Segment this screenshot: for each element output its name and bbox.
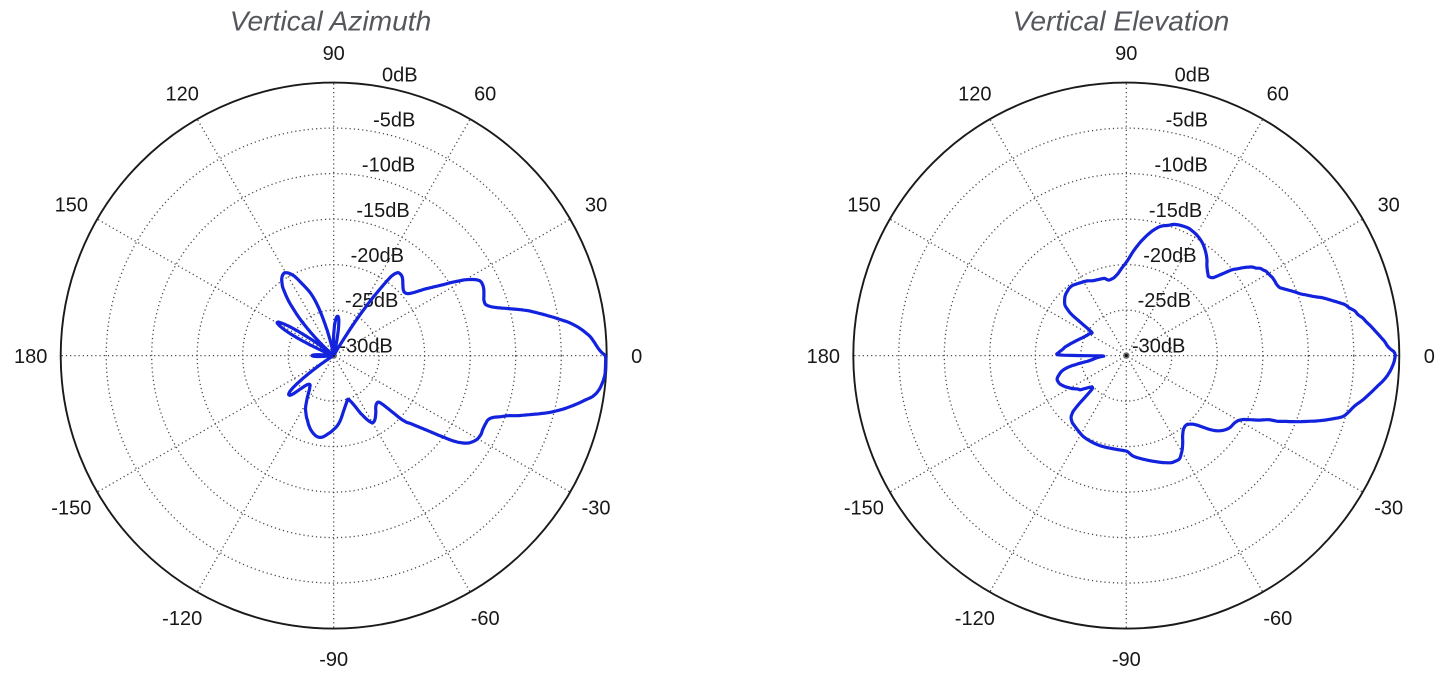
svg-text:120: 120	[166, 83, 199, 105]
svg-text:-10dB: -10dB	[362, 155, 415, 177]
svg-text:-20dB: -20dB	[1143, 245, 1196, 267]
svg-text:150: 150	[55, 194, 88, 216]
svg-text:-120: -120	[162, 608, 202, 630]
svg-text:-20dB: -20dB	[351, 245, 404, 267]
svg-text:Vertical Azimuth: Vertical Azimuth	[230, 4, 432, 36]
svg-text:-5dB: -5dB	[373, 110, 415, 132]
svg-text:90: 90	[1115, 43, 1137, 65]
svg-text:-60: -60	[1263, 608, 1292, 630]
svg-text:-25dB: -25dB	[1138, 290, 1191, 312]
svg-text:-30dB: -30dB	[339, 335, 392, 357]
svg-text:Vertical Elevation: Vertical Elevation	[1013, 4, 1230, 36]
svg-text:150: 150	[847, 194, 880, 216]
svg-text:30: 30	[585, 194, 607, 216]
svg-text:60: 60	[474, 83, 496, 105]
svg-text:-150: -150	[51, 497, 91, 519]
svg-text:0dB: 0dB	[382, 64, 418, 86]
svg-text:-15dB: -15dB	[1149, 200, 1202, 222]
svg-text:0: 0	[631, 346, 642, 368]
svg-text:-90: -90	[1112, 649, 1141, 671]
svg-text:-90: -90	[319, 649, 348, 671]
svg-text:-5dB: -5dB	[1166, 110, 1208, 132]
svg-text:-30dB: -30dB	[1132, 335, 1185, 357]
svg-text:0: 0	[1424, 346, 1435, 368]
svg-text:90: 90	[323, 43, 345, 65]
svg-text:180: 180	[807, 346, 840, 368]
svg-text:60: 60	[1267, 83, 1289, 105]
svg-text:-10dB: -10dB	[1155, 155, 1208, 177]
svg-text:120: 120	[958, 83, 991, 105]
svg-text:0dB: 0dB	[1175, 64, 1211, 86]
svg-text:30: 30	[1378, 194, 1400, 216]
svg-text:-30: -30	[582, 497, 611, 519]
svg-text:-120: -120	[955, 608, 995, 630]
svg-text:-15dB: -15dB	[356, 200, 409, 222]
svg-text:-30: -30	[1374, 497, 1403, 519]
svg-text:-60: -60	[471, 608, 500, 630]
svg-text:180: 180	[14, 346, 47, 368]
svg-text:-150: -150	[844, 497, 884, 519]
